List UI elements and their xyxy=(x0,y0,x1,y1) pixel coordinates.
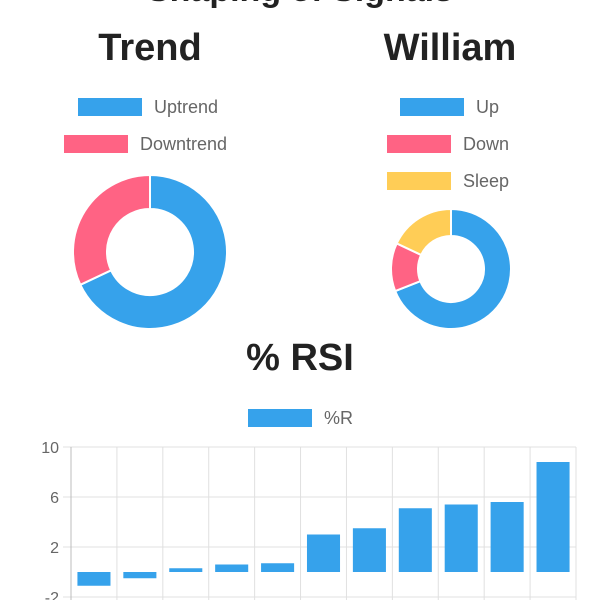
rsi-bar[interactable] xyxy=(77,572,111,586)
rsi-bar[interactable] xyxy=(215,564,249,573)
rsi-chart-title: % RSI xyxy=(246,337,354,379)
legend-label: Uptrend xyxy=(154,97,219,117)
rsi-bar[interactable] xyxy=(398,508,432,572)
william-slice-sleep[interactable] xyxy=(395,207,452,257)
trend-chart-title: Trend xyxy=(98,27,202,69)
william-legend-item-sleep[interactable]: Sleep xyxy=(387,171,509,191)
rsi-legend-item-r[interactable]: %R xyxy=(248,408,353,428)
y-tick-label: 10 xyxy=(41,440,59,457)
y-tick-label: -2 xyxy=(45,590,59,600)
legend-label: Up xyxy=(476,97,500,117)
trend-slice-downtrend[interactable] xyxy=(72,173,151,287)
legend-swatch xyxy=(387,172,451,190)
william-chart-title: William xyxy=(383,27,517,69)
trend-slice-uptrend[interactable] xyxy=(78,173,228,330)
legend-label: Down xyxy=(463,134,510,154)
rsi-bar[interactable] xyxy=(444,504,478,573)
william-legend-item-up[interactable]: Up xyxy=(400,97,499,117)
rsi-bar[interactable] xyxy=(261,563,295,572)
legend-label: Downtrend xyxy=(140,134,228,154)
legend-swatch xyxy=(400,98,464,116)
rsi-bar[interactable] xyxy=(306,534,341,573)
rsi-bar[interactable] xyxy=(123,572,157,579)
legend-swatch xyxy=(78,98,142,116)
trend-legend-item-downtrend[interactable]: Downtrend xyxy=(64,134,227,154)
rsi-bar[interactable] xyxy=(490,502,524,572)
legend-label: %R xyxy=(324,408,354,428)
rsi-bar[interactable] xyxy=(536,462,570,572)
legend-swatch xyxy=(387,135,451,153)
partial-page-title: Shaping of Signals xyxy=(0,0,600,10)
trend-legend-item-uptrend[interactable]: Uptrend xyxy=(78,97,218,117)
william-legend-item-down[interactable]: Down xyxy=(387,134,509,154)
y-tick-label: 6 xyxy=(50,490,59,507)
legend-label: Sleep xyxy=(463,171,510,191)
legend-swatch xyxy=(64,135,128,153)
rsi-bar[interactable] xyxy=(352,528,386,572)
legend-swatch xyxy=(248,409,312,427)
rsi-bar[interactable] xyxy=(169,568,203,572)
william-slice-up[interactable] xyxy=(393,207,512,330)
y-tick-label: 2 xyxy=(50,540,59,557)
